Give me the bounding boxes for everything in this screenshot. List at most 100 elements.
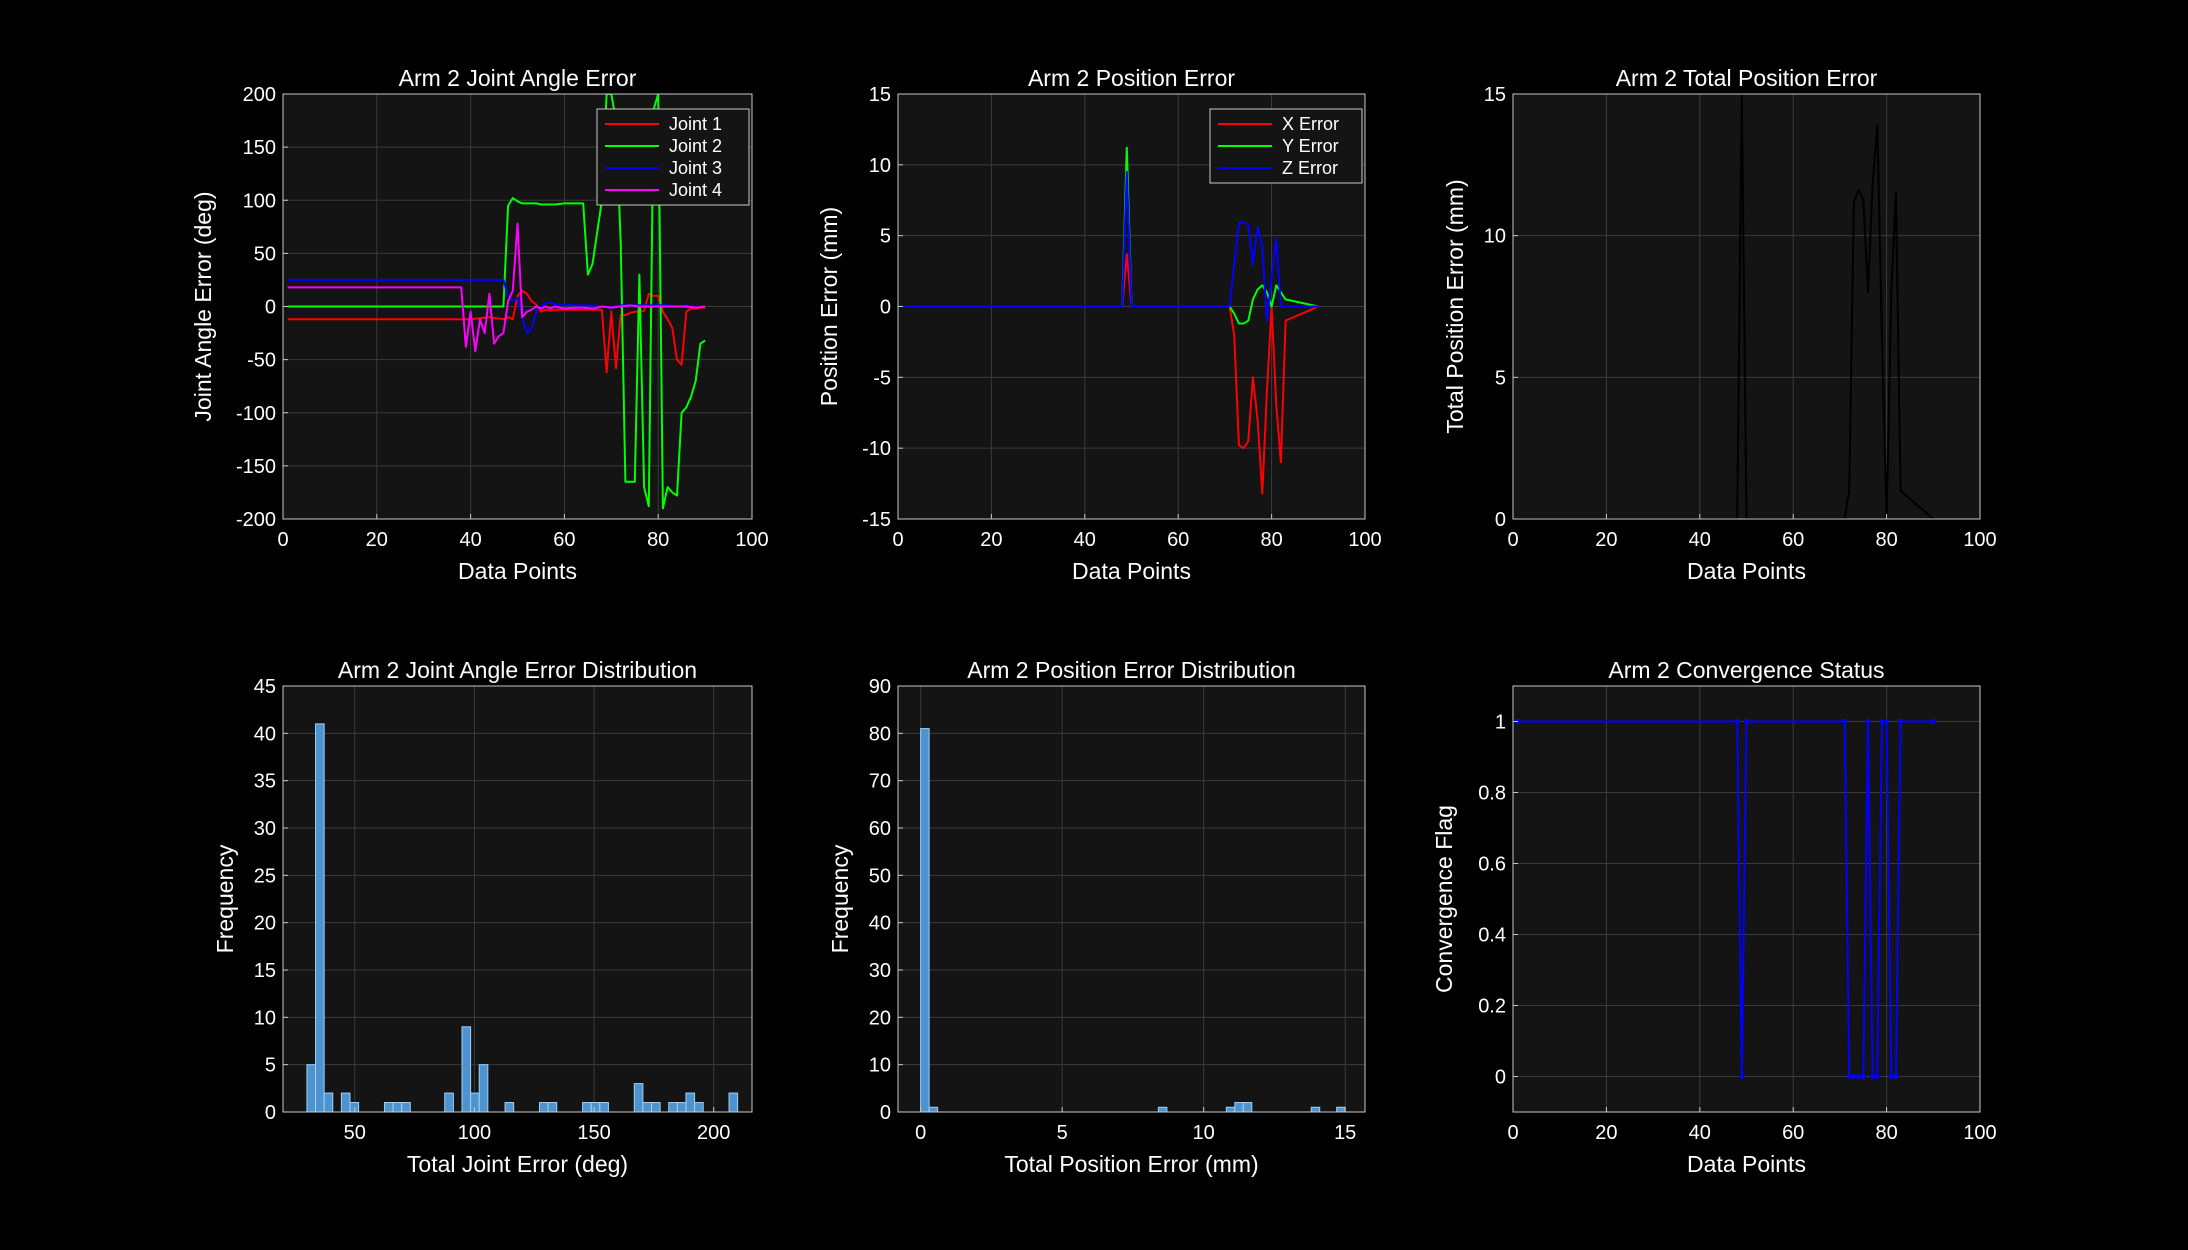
- plot-area: [920, 728, 1346, 1112]
- x-tick-label: 60: [1782, 1122, 1804, 1144]
- y-tick-label: 0: [880, 1102, 891, 1124]
- histogram-bar: [728, 1092, 739, 1112]
- x-tick-label: 40: [459, 529, 481, 551]
- chart-title: Arm 2 Joint Angle Error: [399, 65, 637, 91]
- x-tick-label: 15: [1334, 1122, 1356, 1144]
- legend-entry: Joint 4: [669, 180, 722, 200]
- y-tick-label: -5: [873, 367, 891, 389]
- histogram-bar: [461, 1026, 472, 1112]
- legend-entry: Joint 3: [669, 158, 722, 178]
- x-tick-label: 80: [1875, 529, 1897, 551]
- y-tick-label: 15: [1484, 84, 1506, 106]
- x-axis-label: Total Joint Error (deg): [407, 1151, 628, 1177]
- histogram-bar: [599, 1102, 609, 1112]
- y-tick-label: -150: [236, 456, 276, 478]
- axes-border: [282, 685, 753, 1113]
- histogram-bar: [1310, 1106, 1321, 1112]
- y-tick-label: 40: [869, 913, 891, 935]
- legend-entry: Y Error: [1282, 136, 1339, 156]
- plot-area: [1517, 94, 1934, 519]
- y-axis-label: Position Error (mm): [816, 207, 842, 406]
- y-tick-label: 0.6: [1478, 854, 1506, 876]
- y-tick-label: 15: [869, 84, 891, 106]
- y-tick-label: 0: [880, 297, 891, 319]
- y-tick-label: 45: [254, 676, 276, 698]
- chart-title: Arm 2 Convergence Status: [1608, 657, 1884, 683]
- chart-title: Arm 2 Total Position Error: [1616, 65, 1878, 91]
- data-point: [1734, 719, 1740, 724]
- chart-panel-4: 50 100 150 200 0 5 10 15 20 25 30 35 40 45 Arm 2 Joint…: [212, 657, 753, 1177]
- chart-panel-5: 0 5 10 15 0 10 20 30 40 50 60 70 80 90 Arm 2 Position …: [827, 657, 1366, 1177]
- axes-border: [1512, 93, 1981, 520]
- data-point: [1930, 719, 1936, 724]
- legend-entry: Z Error: [1282, 158, 1338, 178]
- x-axis-label: Data Points: [1687, 1151, 1806, 1177]
- x-tick-label: 50: [344, 1122, 366, 1144]
- x-tick-label: 20: [980, 529, 1002, 551]
- y-axis-label: Frequency: [827, 844, 853, 953]
- y-tick-label: 90: [869, 676, 891, 698]
- chart-panel-3: 0 20 40 60 80 100 0 5 10 15 Arm 2 Total Position E…: [1442, 65, 1997, 584]
- x-tick-label: 40: [1689, 529, 1711, 551]
- histogram-bar: [1157, 1106, 1168, 1112]
- histogram-bar: [306, 1064, 317, 1112]
- legend-entry: X Error: [1282, 114, 1339, 134]
- x-tick-label: 20: [1595, 529, 1617, 551]
- plot-area: [902, 146, 1319, 495]
- y-tick-label: 10: [869, 1055, 891, 1077]
- histogram-bar: [504, 1102, 515, 1112]
- x-tick-label: 0: [1507, 1122, 1518, 1144]
- y-tick-label: 15: [254, 960, 276, 982]
- histogram-bar: [340, 1092, 351, 1112]
- y-tick-label: -10: [862, 438, 891, 460]
- histogram-bar: [1336, 1106, 1346, 1112]
- axes-border: [1512, 685, 1981, 1113]
- gridlines: [283, 685, 752, 1113]
- histogram-bar: [383, 1102, 394, 1112]
- y-tick-label: -50: [247, 350, 276, 372]
- histogram-bar: [685, 1092, 696, 1112]
- y-tick-label: 10: [1484, 226, 1506, 248]
- x-tick-label: 5: [1057, 1122, 1068, 1144]
- x-tick-label: 40: [1689, 1122, 1711, 1144]
- y-tick-label: 20: [869, 1007, 891, 1029]
- chart-panel-6: 0 20 40 60 80 100 0 0.2 0.4 0.6 0.8 1 Arm 2 Converge…: [1431, 657, 1997, 1177]
- y-tick-label: 10: [254, 1007, 276, 1029]
- y-tick-label: 0: [265, 1102, 276, 1124]
- x-tick-label: 100: [458, 1122, 491, 1144]
- data-point: [1744, 719, 1749, 724]
- y-tick-label: 0.4: [1478, 925, 1506, 947]
- plot-area: [1515, 719, 1936, 1079]
- data-point: [1888, 1074, 1894, 1079]
- x-tick-label: 60: [553, 529, 575, 551]
- y-tick-label: 1: [1495, 712, 1506, 734]
- data-point: [1865, 719, 1871, 724]
- x-tick-label: 80: [1875, 1122, 1897, 1144]
- x-tick-label: 150: [577, 1122, 610, 1144]
- data-point: [1846, 1074, 1852, 1079]
- y-tick-label: 0: [265, 297, 276, 319]
- data-point: [1851, 1074, 1857, 1079]
- y-tick-label: 25: [254, 865, 276, 887]
- x-tick-label: 80: [1260, 529, 1282, 551]
- histogram-bar: [582, 1102, 592, 1112]
- y-axis-label: Joint Angle Error (deg): [190, 191, 216, 421]
- y-tick-label: 35: [254, 771, 276, 793]
- x-tick-label: 100: [1348, 529, 1381, 551]
- x-axis-label: Data Points: [1072, 558, 1191, 584]
- series-line-1: [1517, 94, 1934, 519]
- y-axis-label: Convergence Flag: [1431, 805, 1457, 993]
- x-tick-label: 0: [277, 529, 288, 551]
- data-point: [1856, 1074, 1862, 1079]
- legend-box: [1209, 108, 1363, 184]
- y-tick-label: 5: [265, 1055, 276, 1077]
- histogram-bar: [539, 1102, 549, 1112]
- histogram-bar: [694, 1102, 704, 1112]
- chart-title: Arm 2 Joint Angle Error Distribution: [338, 657, 697, 683]
- y-tick-label: -100: [236, 403, 276, 425]
- histogram-bar: [920, 728, 930, 1112]
- series-line-joint-4: [287, 222, 706, 353]
- y-tick-label: 20: [254, 913, 276, 935]
- y-tick-label: 150: [243, 137, 276, 159]
